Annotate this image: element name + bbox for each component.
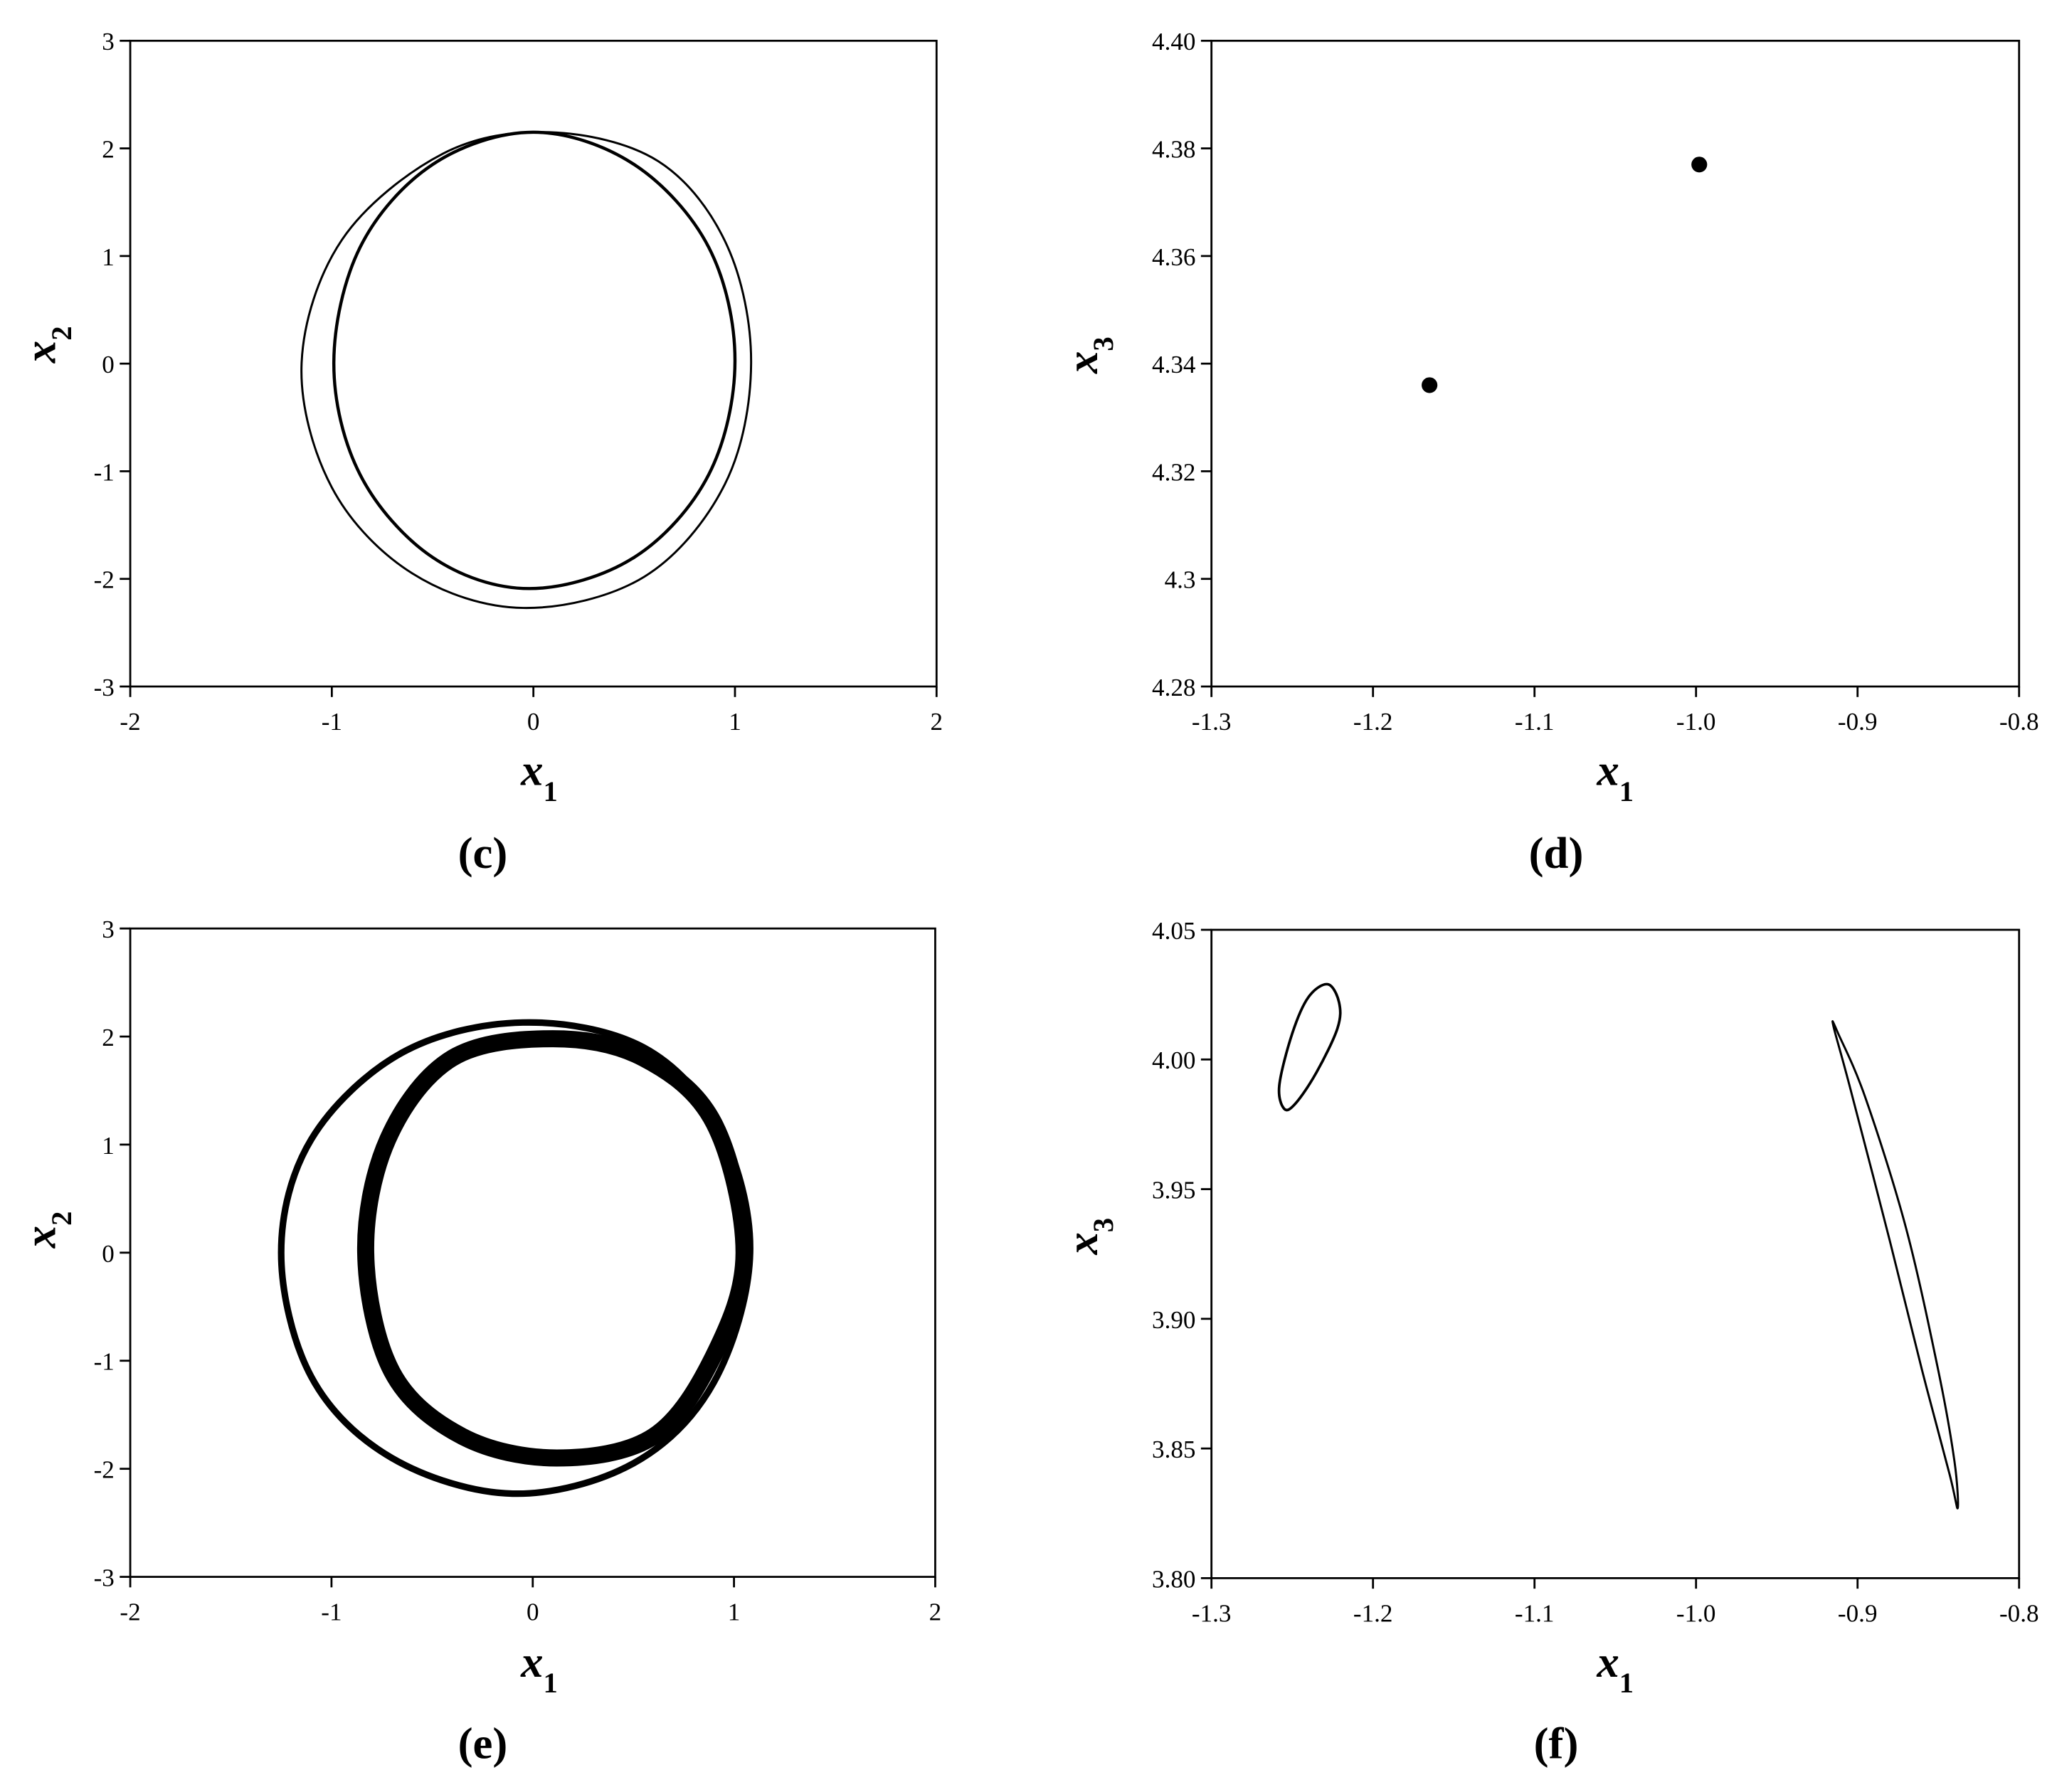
x-tick-label: -0.9: [1838, 1599, 1878, 1627]
y-tick-label: 4.34: [1152, 351, 1195, 378]
y-tick-label: 3.85: [1152, 1436, 1195, 1463]
y-tick-label: -1: [94, 458, 115, 486]
y-axis-label-base: x: [1057, 1232, 1107, 1255]
x-tick-label: -0.9: [1838, 708, 1878, 736]
point: [1422, 377, 1438, 393]
panel-caption: (d): [1529, 828, 1584, 878]
x-axis-label-base: x: [520, 746, 543, 795]
y-tick-label: 0: [102, 1240, 115, 1268]
panel-caption: (e): [458, 1719, 508, 1769]
x-tick-label: -1.1: [1515, 1599, 1555, 1627]
x-tick-label: -1.2: [1353, 708, 1393, 736]
x-axis-label: x1: [1596, 746, 1634, 807]
y-tick-label: 4.32: [1152, 458, 1195, 486]
x-tick-label: 2: [931, 708, 943, 736]
y-axis-label: x2: [16, 1212, 78, 1249]
x-tick-label: -1.2: [1353, 1599, 1393, 1627]
panel-caption: (c): [458, 828, 508, 878]
x-axis-label-subscript: 1: [544, 775, 558, 807]
x-tick-label: -1.0: [1676, 708, 1716, 736]
plot-frame: [129, 927, 936, 1578]
y-tick-label: 3.95: [1152, 1177, 1195, 1204]
curve: [332, 130, 737, 590]
y-tick-label: -1: [94, 1348, 115, 1376]
x-tick-label: -1: [322, 708, 342, 736]
x-tick-label: -1.3: [1192, 708, 1232, 736]
y-axis-label-base: x: [1057, 351, 1107, 374]
x-tick-label: -1.3: [1192, 1599, 1232, 1627]
x-axis-label-subscript: 1: [1619, 775, 1634, 807]
x-tick-label: 0: [527, 1599, 539, 1626]
y-tick-label: 4.38: [1152, 136, 1195, 164]
y-tick-label: 4.36: [1152, 243, 1195, 271]
panel: -1.3 -1.2 -1.1 -1.0 -0.9 -0.8 4.28 4.3 4.32 4.34 4…: [1057, 28, 2039, 878]
y-tick-label: -3: [94, 674, 115, 701]
panel: -1.3 -1.2 -1.1 -1.0 -0.9 -0.8 3.80 3.85 3.90 3.95…: [1057, 917, 2039, 1769]
x-tick-label: -2: [120, 1599, 140, 1626]
y-axis-label-subscript: 2: [46, 1212, 78, 1226]
point: [1691, 157, 1708, 173]
x-axis-label: x1: [520, 1637, 558, 1699]
x-tick-label: 2: [929, 1599, 942, 1626]
y-tick-label: -3: [94, 1564, 115, 1591]
y-tick-label: 4.40: [1152, 28, 1195, 55]
x-axis-label-base: x: [1596, 746, 1619, 795]
x-tick-label: -1.1: [1515, 708, 1555, 736]
y-tick-label: 3: [102, 28, 115, 55]
x-tick-label: -1.0: [1676, 1599, 1716, 1627]
y-tick-label: 4.05: [1152, 917, 1195, 945]
x-axis-label-subscript: 1: [1619, 1667, 1634, 1699]
curve: [277, 1019, 753, 1497]
curve: [1831, 1020, 1960, 1510]
plot-frame: [1210, 928, 2021, 1579]
x-axis-label-base: x: [1596, 1637, 1619, 1687]
y-axis-label: x2: [16, 326, 78, 364]
y-axis-label-subscript: 2: [46, 326, 78, 340]
x-tick-label: -0.8: [1999, 1599, 2039, 1627]
curve: [1277, 982, 1342, 1112]
y-tick-label: 3: [102, 916, 115, 943]
y-tick-label: 2: [102, 1024, 115, 1051]
y-tick-label: -2: [94, 566, 115, 594]
plot-frame: [1210, 39, 2021, 688]
y-tick-label: 3.90: [1152, 1306, 1195, 1334]
y-axis-label-subscript: 3: [1087, 336, 1119, 351]
panel-caption: (f): [1534, 1719, 1579, 1769]
y-tick-label: 4.3: [1165, 566, 1196, 594]
y-axis-label: x3: [1057, 1218, 1119, 1256]
y-axis-label: x3: [1057, 336, 1119, 374]
x-axis-label-base: x: [520, 1637, 543, 1687]
x-tick-label: 1: [728, 1599, 741, 1626]
y-tick-label: 4.00: [1152, 1046, 1195, 1074]
y-tick-label: 0: [102, 351, 115, 378]
y-axis-label-subscript: 3: [1087, 1218, 1119, 1232]
curve: [356, 1030, 753, 1467]
x-tick-label: 1: [729, 708, 741, 736]
x-axis-label-subscript: 1: [544, 1667, 558, 1699]
y-axis-label-base: x: [16, 1226, 65, 1248]
y-axis-label-base: x: [16, 341, 65, 364]
y-tick-label: 1: [102, 243, 115, 271]
curve: [300, 131, 753, 610]
y-tick-label: 3.80: [1152, 1565, 1195, 1593]
x-axis-label: x1: [1596, 1637, 1634, 1699]
x-tick-label: 0: [527, 708, 540, 736]
y-tick-label: -2: [94, 1456, 115, 1484]
x-tick-label: -2: [120, 708, 140, 736]
x-tick-label: -1: [321, 1599, 342, 1626]
x-tick-label: -0.8: [1999, 708, 2039, 736]
y-tick-label: 4.28: [1152, 674, 1195, 701]
y-tick-label: 2: [102, 136, 115, 164]
x-axis-label: x1: [520, 746, 558, 807]
y-tick-label: 1: [102, 1132, 115, 1160]
